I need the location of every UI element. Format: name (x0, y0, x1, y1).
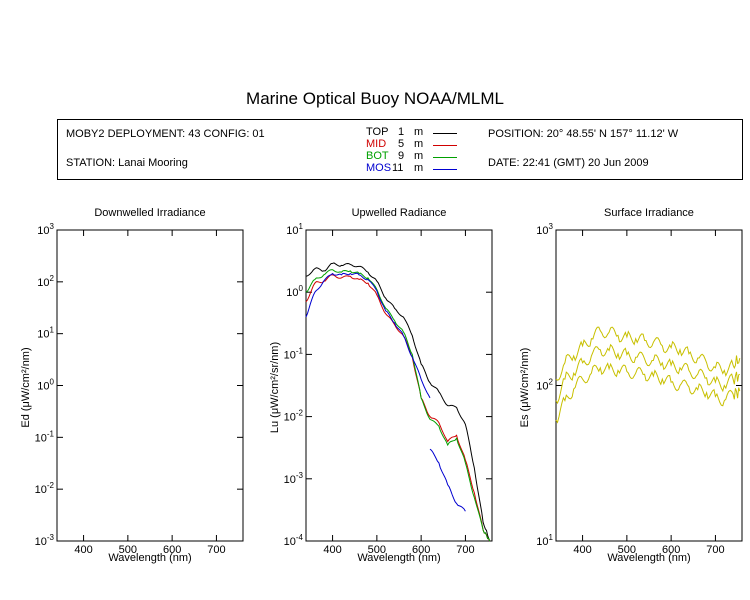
ytick-label-1-0: 100 (286, 284, 303, 299)
ytick-label-1-1: 101 (286, 222, 303, 237)
ytick-label-0-0: 100 (37, 378, 54, 393)
legend-line-bot (433, 157, 457, 158)
ytick-label-0--1: 10-1 (35, 429, 55, 444)
deployment-text: MOBY2 DEPLOYMENT: 43 CONFIG: 01 (66, 128, 265, 140)
xtick-label-1-600: 600 (412, 544, 430, 556)
xtick-label-0-600: 600 (163, 544, 181, 556)
plot-frame-1 (305, 229, 493, 542)
position-text: POSITION: 20° 48.55' N 157° 11.12' W (488, 128, 679, 140)
ytick-label-1--2: 10-2 (284, 409, 304, 424)
legend-name-bot: BOT (366, 150, 389, 162)
legend-name-mid: MID (366, 138, 387, 150)
series-line-1-bot (305, 269, 491, 542)
plot-title-2: Surface Irradiance (604, 207, 694, 219)
xtick-label-1-500: 500 (368, 544, 386, 556)
series-line-2-es-3 (555, 362, 741, 424)
ylabel-2: Es (μW/cm²/nm) (519, 348, 531, 428)
station-text: STATION: Lanai Mooring (66, 157, 188, 169)
legend-depth-mos: 11 (392, 162, 404, 174)
legend-unit-mid: m (414, 138, 424, 150)
legend-line-top (433, 133, 457, 134)
ytick-label-1--4: 10-4 (284, 533, 304, 548)
ytick-label-0-3: 103 (37, 222, 54, 237)
legend-unit-mos: m (414, 162, 424, 174)
legend-depth-mid: 5 (398, 138, 405, 150)
series-line-1-mid (305, 274, 491, 542)
xtick-label-2-600: 600 (662, 544, 680, 556)
series-line-2-es-2 (555, 343, 741, 405)
legend-name-top: TOP (366, 126, 389, 138)
ytick-label-2-2: 102 (536, 378, 553, 393)
plot-frame-0 (56, 229, 244, 542)
xtick-label-2-500: 500 (618, 544, 636, 556)
plot-title-1: Upwelled Radiance (352, 207, 447, 219)
ytick-label-0-2: 102 (37, 274, 54, 289)
xtick-label-0-700: 700 (207, 544, 225, 556)
series-line-1-mos (305, 272, 431, 399)
legend-line-mos (433, 169, 457, 170)
series-line-2-es-1 (555, 326, 741, 381)
series-line-1-mos-segment2 (429, 448, 466, 512)
legend-line-mid (433, 145, 457, 146)
ytick-label-2-3: 103 (536, 222, 553, 237)
xtick-label-1-700: 700 (456, 544, 474, 556)
xtick-label-2-400: 400 (573, 544, 591, 556)
xtick-label-0-400: 400 (74, 544, 92, 556)
ytick-label-1--3: 10-3 (284, 471, 304, 486)
date-text: DATE: 22:41 (GMT) 20 Jun 2009 (488, 157, 649, 169)
plot-frame-2 (555, 229, 743, 542)
ylabel-1: Lu (μW/cm²/sr/nm) (269, 342, 281, 433)
legend-name-mos: MOS (366, 162, 392, 174)
legend-depth-top: 1 (398, 126, 405, 138)
ytick-label-0--2: 10-2 (35, 481, 55, 496)
ytick-label-2-1: 101 (536, 533, 553, 548)
xtick-label-2-700: 700 (706, 544, 724, 556)
xlabel-1: Wavelength (nm) (357, 552, 440, 564)
plot-title-0: Downwelled Irradiance (94, 207, 205, 219)
legend-unit-bot: m (414, 150, 424, 162)
xlabel-2: Wavelength (nm) (607, 552, 690, 564)
xtick-label-0-500: 500 (119, 544, 137, 556)
chart-main-title: Marine Optical Buoy NOAA/MLML (246, 89, 504, 108)
xtick-label-1-400: 400 (323, 544, 341, 556)
legend-depth-bot: 9 (398, 150, 405, 162)
xlabel-0: Wavelength (nm) (108, 552, 191, 564)
info-box: MOBY2 DEPLOYMENT: 43 CONFIG: 01 STATION:… (57, 119, 743, 180)
ytick-label-1--1: 10-1 (284, 346, 304, 361)
ytick-label-0--3: 10-3 (35, 533, 55, 548)
ylabel-0: Ed (μW/cm²/nm) (20, 347, 32, 427)
legend-unit-top: m (414, 126, 424, 138)
series-line-1-top (305, 262, 491, 542)
ytick-label-0-1: 101 (37, 326, 54, 341)
